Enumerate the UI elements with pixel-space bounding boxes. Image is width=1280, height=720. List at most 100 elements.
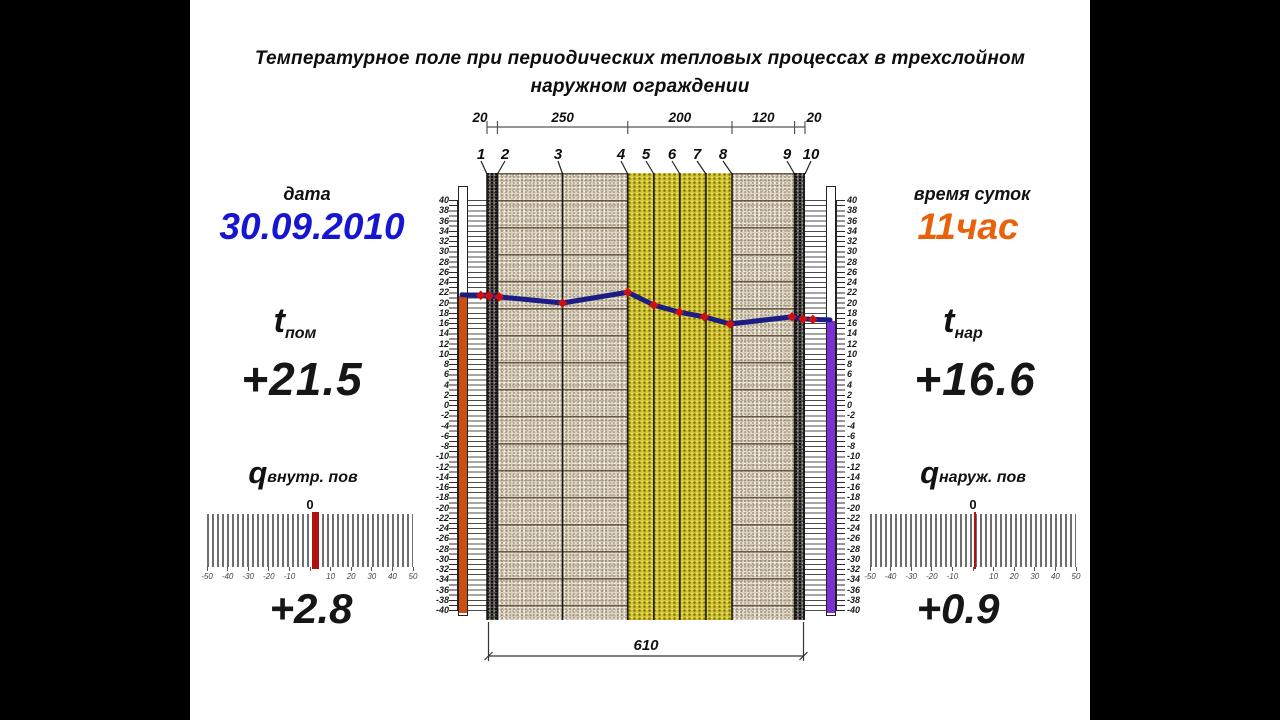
scale-tick-label: -22 — [847, 512, 861, 523]
gauge-tick-label: 30 — [367, 572, 377, 581]
scale-tick-label: -24 — [435, 523, 449, 533]
scale-tick-label: -8 — [440, 441, 449, 451]
inner-flux-gauge — [207, 514, 413, 567]
wall-layer-5 — [794, 173, 805, 620]
scale-tick-label: -38 — [847, 594, 861, 605]
scale-tick-label: -12 — [435, 461, 449, 472]
gauge-tick — [910, 567, 912, 571]
gauge-tick-label: -40 — [884, 572, 897, 581]
scale-tick-label: 40 — [438, 195, 449, 205]
gauge-tick — [890, 567, 892, 571]
scale-tick-label: -2 — [440, 410, 449, 421]
outer-flux-gauge — [870, 514, 1076, 567]
section-leader — [804, 160, 812, 175]
scale-tick-label: 0 — [443, 400, 449, 410]
scale-tick-label: 32 — [438, 236, 449, 246]
section-number: 3 — [554, 146, 563, 163]
date-label: дата — [283, 184, 331, 204]
scale-tick-label: -4 — [440, 420, 449, 431]
scale-tick-label: -20 — [847, 502, 861, 513]
scale-tick-label: -26 — [847, 533, 861, 544]
gauge-tick-label: -10 — [946, 572, 959, 581]
top-dimension-label: 200 — [668, 110, 692, 125]
scale-tick-label: 28 — [438, 256, 449, 267]
indoor-temp-symbol: tпом — [185, 302, 405, 343]
gauge-tick-label: 40 — [1050, 572, 1060, 581]
scale-tick-label: -6 — [847, 430, 856, 441]
scale-tick-label: 8 — [847, 359, 853, 369]
scale-tick-label: -18 — [847, 492, 861, 503]
scale-tick-label: -40 — [847, 605, 861, 615]
scale-tick-label: 40 — [847, 195, 858, 205]
scale-tick-label: -2 — [847, 410, 856, 421]
time-label: время суток — [913, 184, 1031, 204]
scale-tick-label: -26 — [435, 533, 449, 544]
outdoor-thermometer-fill — [827, 320, 835, 613]
scale-tick-label: 34 — [847, 225, 858, 236]
scale-tick-label: -10 — [847, 451, 861, 462]
gauge-tick-label: -20 — [926, 572, 938, 581]
scale-tick-label: 16 — [847, 318, 858, 328]
outer-flux-symbol: qнаруж. пов — [863, 455, 1083, 491]
gauge-tick — [268, 567, 270, 571]
indoor-temp-value: +21.5 — [241, 353, 363, 405]
scale-tick-label: 2 — [847, 389, 853, 400]
q-symbol: q — [248, 455, 268, 490]
scale-tick-label: -38 — [435, 594, 449, 605]
inner-flux-value: +2.8 — [269, 585, 353, 632]
gauge-tick — [1054, 567, 1056, 571]
indoor-thermometer-fill — [459, 295, 467, 613]
t-subscript: пом — [284, 325, 317, 342]
outdoor-temp-symbol: tнар — [853, 302, 1073, 343]
scale-tick-label: -24 — [847, 523, 861, 533]
scale-tick-label: -32 — [435, 564, 449, 574]
date-value: 30.09.2010 — [219, 206, 405, 247]
scale-tick-label: -34 — [435, 574, 449, 585]
scale-tick-label: 38 — [438, 205, 449, 216]
scale-tick-label: -18 — [435, 492, 449, 503]
outer-flux-gauge-needle — [973, 512, 976, 569]
outer-flux-value: +0.9 — [916, 585, 1000, 632]
scale-tick-label: 18 — [438, 307, 449, 318]
outdoor-air-grid — [805, 199, 827, 611]
scale-tick-label: 10 — [847, 348, 858, 359]
section-number: 10 — [803, 146, 820, 163]
scale-tick-label: 38 — [847, 205, 858, 216]
gauge-tick — [227, 567, 229, 571]
scale-tick-label: -16 — [847, 482, 861, 492]
gauge-tick — [247, 567, 249, 571]
scale-tick-label: -40 — [435, 605, 449, 615]
scale-tick-label: 32 — [847, 236, 858, 246]
section-number: 5 — [642, 146, 651, 163]
time-value: 11час — [917, 206, 1019, 247]
wall-layer-3 — [627, 173, 732, 620]
scale-tick-label: 4 — [847, 379, 853, 390]
gauge-tick-label: 50 — [408, 572, 418, 581]
gauge-tick-label: -30 — [242, 572, 254, 581]
section-number: 6 — [668, 146, 677, 163]
right-letterbox-bar — [1090, 0, 1280, 720]
scale-tick-label: 16 — [438, 318, 449, 328]
outer-flux-gauge-zero: 0 — [969, 497, 977, 512]
gauge-tick-label: -30 — [905, 572, 917, 581]
gauge-tick — [1034, 567, 1036, 571]
scale-tick-label: -16 — [435, 482, 449, 492]
scale-tick-label: 30 — [847, 246, 858, 257]
top-dimension-label: 20 — [471, 110, 488, 125]
scale-tick-label: 10 — [438, 348, 449, 359]
gauge-tick-label: 10 — [989, 572, 999, 581]
scale-tick-label: 30 — [438, 246, 449, 257]
top-dimension-label: 20 — [805, 110, 822, 125]
scale-tick-label: 20 — [438, 297, 449, 308]
scale-tick-label: 26 — [438, 266, 449, 277]
scale-tick-label: -36 — [435, 584, 449, 595]
gauge-tick — [391, 567, 393, 571]
gauge-tick-label: 20 — [1009, 572, 1019, 581]
scale-tick-label: -14 — [847, 471, 861, 482]
scale-tick-label: -10 — [435, 451, 449, 462]
scale-tick-label: 24 — [847, 277, 858, 287]
indoor-air-grid — [466, 199, 487, 611]
wall-layer-2 — [497, 173, 628, 620]
inner-flux-gauge-zero: 0 — [306, 497, 314, 512]
bottom-dimension-label: 610 — [633, 637, 659, 654]
